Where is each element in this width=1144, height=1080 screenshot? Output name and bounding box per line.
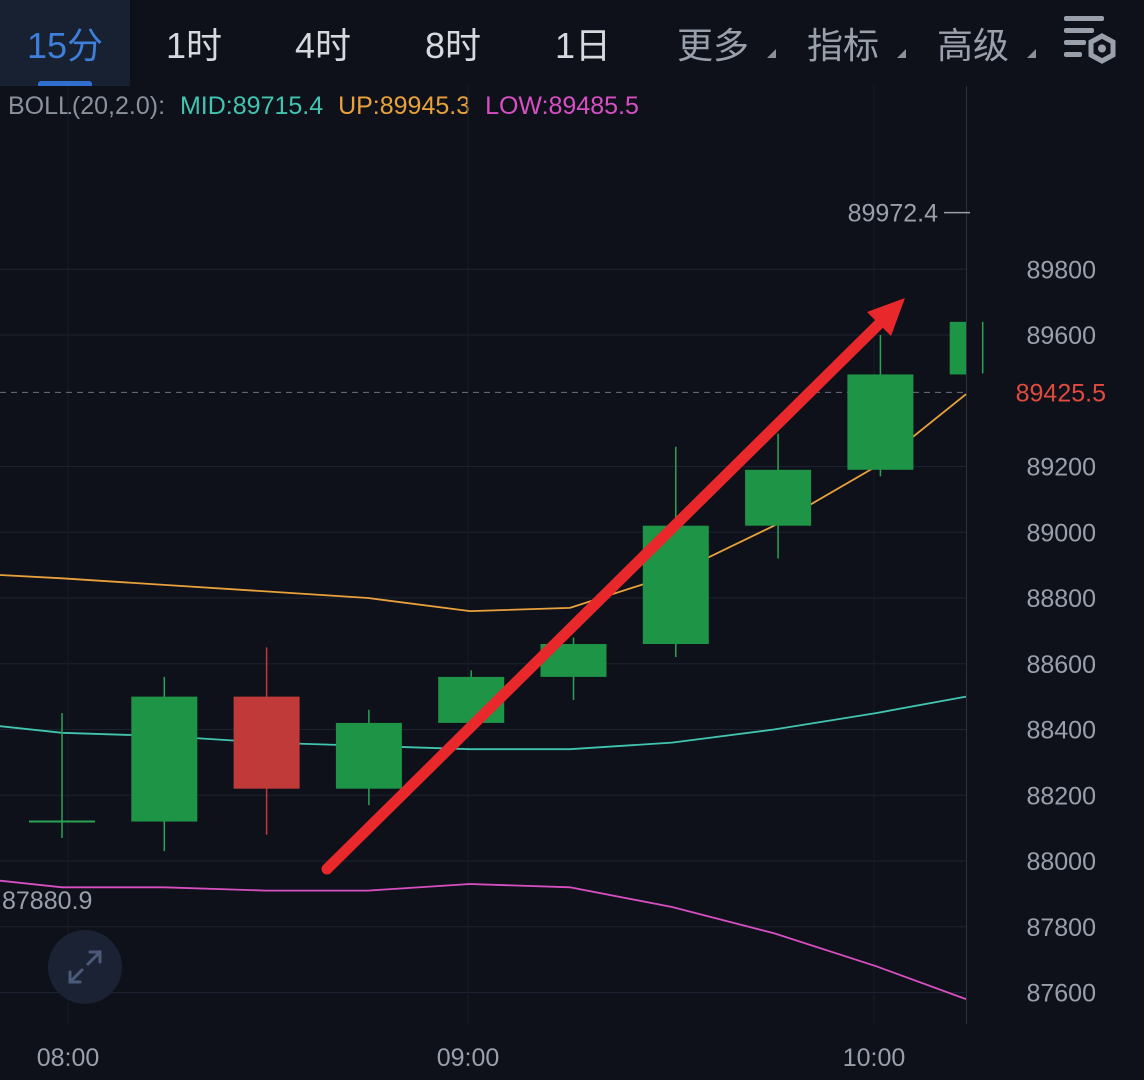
x-tick-label: 10:00 bbox=[843, 1044, 906, 1072]
tab-label: 8时 bbox=[424, 25, 482, 66]
active-tab-underline bbox=[38, 81, 92, 86]
tab-label: 更多 bbox=[676, 25, 749, 66]
y-tick-label: 87600 bbox=[1026, 980, 1096, 1008]
chart-settings-icon[interactable] bbox=[1058, 10, 1122, 74]
tab-label: 指标 bbox=[806, 25, 879, 66]
y-tick-label: 89200 bbox=[1026, 454, 1096, 482]
y-tick-label: 88200 bbox=[1026, 782, 1096, 810]
tab-4[interactable]: 1日 bbox=[518, 0, 648, 86]
tab-label: 15分 bbox=[26, 25, 104, 66]
high-marker-label: 89972.4 bbox=[848, 200, 938, 228]
y-tick-label: 88800 bbox=[1026, 585, 1096, 613]
boll-up-value: UP:89945.3 bbox=[338, 92, 471, 120]
boll-low-line bbox=[0, 879, 967, 1000]
y-tick-label: 89000 bbox=[1026, 519, 1096, 547]
dropdown-caret-icon bbox=[1027, 49, 1036, 58]
y-tick-label: 88000 bbox=[1026, 848, 1096, 876]
boll-name: BOLL(20,2.0): bbox=[8, 92, 166, 120]
uptrend-arrow-head bbox=[867, 298, 905, 336]
boll-up-line bbox=[0, 393, 967, 613]
tab-label: 高级 bbox=[936, 25, 1009, 66]
boll-low-value: LOW:89485.5 bbox=[485, 92, 639, 120]
tab-0[interactable]: 15分 bbox=[0, 0, 130, 86]
tab-label: 1时 bbox=[165, 25, 223, 66]
last-price-label: 89425.5 bbox=[1016, 379, 1106, 407]
tab-label: 4时 bbox=[294, 25, 352, 66]
candle-body bbox=[949, 321, 966, 375]
candle-body bbox=[233, 696, 300, 789]
tab-5[interactable]: 更多 bbox=[648, 0, 778, 86]
y-tick-label: 87800 bbox=[1026, 914, 1096, 942]
y-tick-label: 88400 bbox=[1026, 717, 1096, 745]
candle-body bbox=[335, 722, 402, 789]
uptrend-arrow-shaft bbox=[321, 314, 889, 875]
y-tick-label: 89600 bbox=[1026, 322, 1096, 350]
expand-arrows-icon[interactable] bbox=[48, 930, 122, 1004]
candle-body bbox=[847, 374, 914, 470]
candlestick-chart[interactable]: 87600 87800 88000 88200 88400 88600 88800 89000… bbox=[0, 86, 1144, 1080]
candle-body bbox=[745, 469, 812, 526]
dropdown-caret-icon bbox=[897, 49, 906, 58]
x-tick-label: 08:00 bbox=[37, 1044, 100, 1072]
boll-mid-value: MID:89715.4 bbox=[179, 92, 324, 120]
timeframe-tabbar: 15分 1时 4时 8时 1日 更多 指标 高级 bbox=[0, 0, 1144, 86]
y-tick-label: 89800 bbox=[1026, 256, 1096, 284]
y-tick-label: 88600 bbox=[1026, 651, 1096, 679]
tab-2[interactable]: 4时 bbox=[258, 0, 388, 86]
boll-mid-line bbox=[0, 695, 967, 751]
x-tick-label: 09:00 bbox=[437, 1044, 500, 1072]
tab-6[interactable]: 指标 bbox=[778, 0, 908, 86]
candle-body bbox=[131, 696, 198, 822]
dropdown-caret-icon bbox=[767, 49, 776, 58]
tab-7[interactable]: 高级 bbox=[908, 0, 1038, 86]
boll-indicator-legend: BOLL(20,2.0): MID:89715.4 UP:89945.3 LOW… bbox=[8, 92, 647, 121]
last-price-label-bg bbox=[968, 373, 1144, 412]
low-marker-label: 87880.9 bbox=[2, 887, 92, 915]
tab-1[interactable]: 1时 bbox=[130, 0, 258, 86]
tab-3[interactable]: 8时 bbox=[388, 0, 518, 86]
tab-label: 1日 bbox=[554, 25, 612, 66]
